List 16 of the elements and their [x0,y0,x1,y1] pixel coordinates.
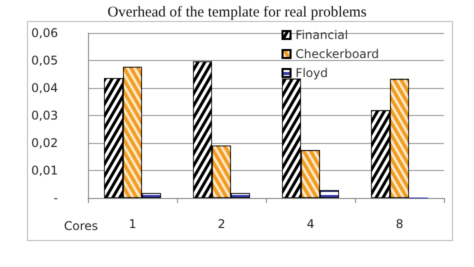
y-tick-label: 0,02 [31,136,58,150]
legend-label: Checkerboard [296,47,380,61]
x-tick-label: 8 [396,217,404,231]
y-tick-label: 0,01 [31,164,58,178]
y-tick-label: 0,03 [31,108,58,122]
y-tick-label: - [54,191,58,205]
legend-label: Floyd [296,66,328,80]
x-tick-label: 4 [306,217,314,231]
y-tick-label: 0,06 [31,26,58,40]
chart-title: Overhead of the template for real problems [107,4,367,20]
x-tick-label: 1 [128,217,136,231]
legend-label: Financial [296,28,348,42]
y-tick-label: 0,05 [31,54,58,68]
y-tick-label: 0,04 [31,81,58,95]
x-axis-title: Cores [64,219,98,233]
x-tick-label: 2 [218,217,226,231]
